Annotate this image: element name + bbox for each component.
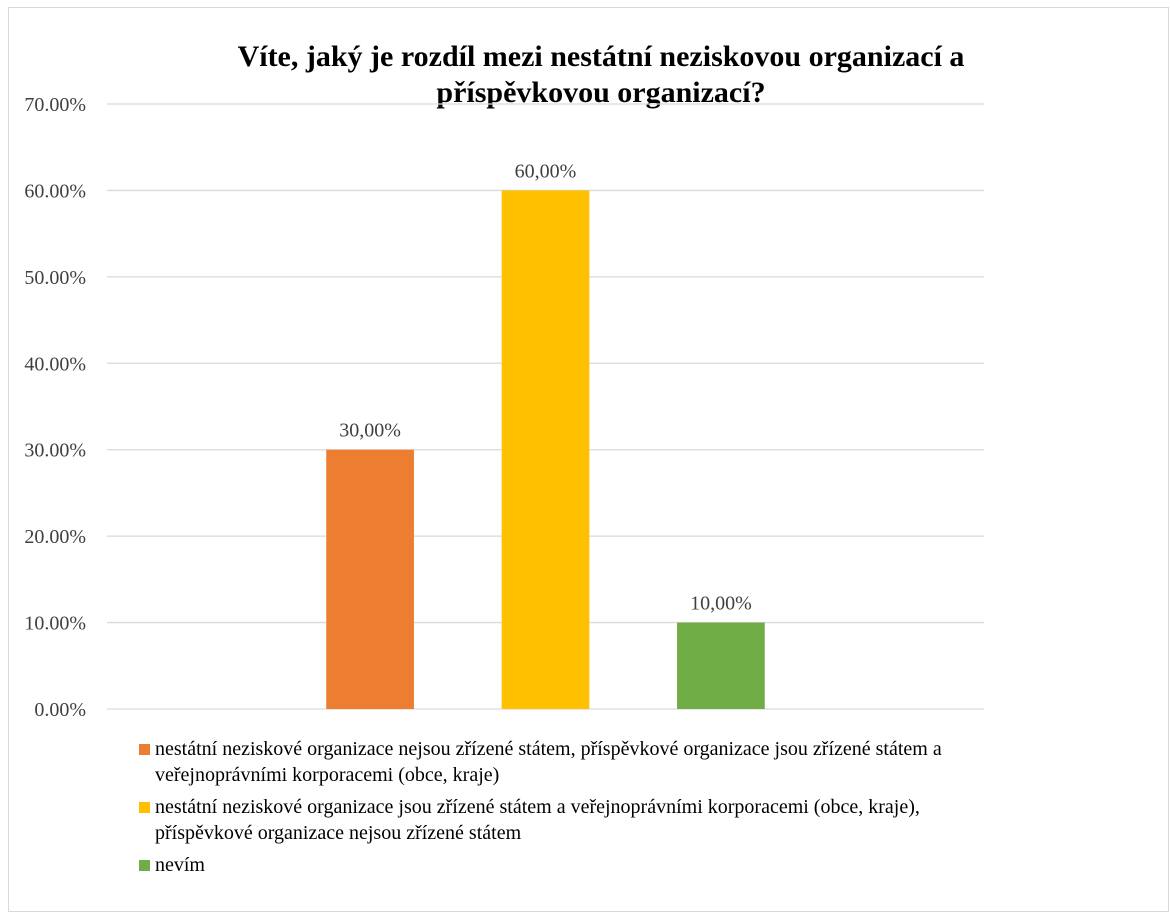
legend-label-2: nestátní neziskové organizace jsou zříze… <box>155 796 920 844</box>
data-label-3: 10,00% <box>690 593 752 615</box>
chart-frame: Víte, jaký je rozdíl mezi nestátní nezis… <box>8 7 1169 912</box>
legend-swatch-orange <box>139 744 150 755</box>
chart-title-line-1: Víte, jaký je rozdíl mezi nestátní nezis… <box>238 40 965 73</box>
y-tick-label: 40.00% <box>24 353 86 375</box>
bar-chart: Víte, jaký je rozdíl mezi nestátní nezis… <box>24 40 984 721</box>
y-tick-label: 70.00% <box>24 94 86 116</box>
y-tick-label: 50.00% <box>24 267 86 289</box>
data-label-1: 30,00% <box>339 420 401 442</box>
bar-1 <box>326 449 414 709</box>
legend-swatch-green <box>139 860 150 871</box>
legend-label-1: nestátní neziskové organizace nejsou zří… <box>155 738 942 786</box>
legend-item-1: nestátní neziskové organizace nejsou zří… <box>139 736 999 788</box>
y-tick-label: 60.00% <box>24 180 86 202</box>
bar-3 <box>677 622 765 709</box>
y-tick-label: 0.00% <box>34 699 86 721</box>
y-axis-ticks: 0.00% 10.00% 20.00% 30.00% 40.00% 50.00% 60.00… <box>24 94 86 721</box>
legend-label-3: nevím <box>155 854 205 876</box>
legend: nestátní neziskové organizace nejsou zří… <box>139 736 999 884</box>
bar-2 <box>501 190 590 709</box>
legend-item-2: nestátní neziskové organizace jsou zříze… <box>139 794 999 846</box>
legend-item-3: nevím <box>139 852 999 878</box>
y-tick-label: 20.00% <box>24 526 86 548</box>
legend-swatch-yellow <box>139 802 150 813</box>
bars <box>326 190 765 709</box>
y-tick-label: 10.00% <box>24 613 86 635</box>
data-labels: 30,00% 60,00% 10,00% <box>339 160 751 614</box>
data-label-2: 60,00% <box>515 160 577 182</box>
y-tick-label: 30.00% <box>24 440 86 462</box>
